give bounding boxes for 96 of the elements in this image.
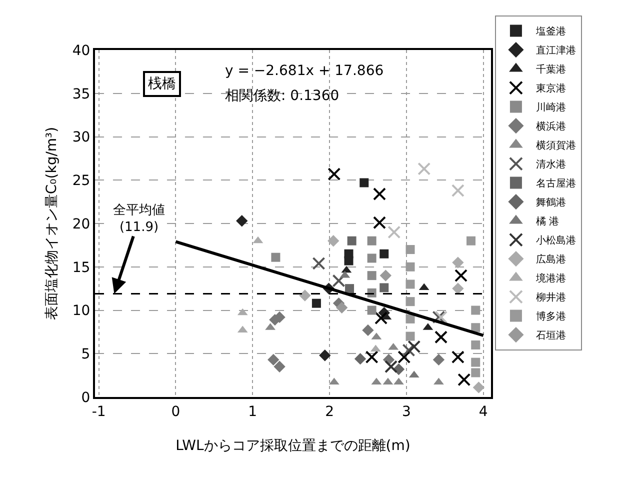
x-tick-label: 1	[248, 404, 258, 420]
point	[451, 350, 464, 364]
x-tick-label: 2	[325, 404, 334, 420]
point	[466, 236, 476, 246]
point	[471, 323, 480, 332]
y-tick-label: 40	[72, 42, 90, 59]
y-tick-label: 0	[81, 390, 90, 406]
legend-label: 清水港	[536, 158, 566, 171]
point	[408, 340, 421, 354]
point	[471, 358, 480, 367]
point	[367, 306, 376, 315]
legend-label: 博多港	[536, 310, 566, 323]
x-axis-title: LWLからコア採取位置までの距離(m)	[176, 438, 410, 454]
point	[312, 298, 321, 308]
point	[380, 283, 389, 292]
point	[398, 350, 411, 364]
legend-label: 広島港	[536, 254, 566, 266]
y-tick-label: 10	[72, 303, 90, 320]
point	[406, 332, 415, 341]
y-tick-label: 30	[72, 130, 90, 146]
legend-label: 横浜港	[536, 120, 566, 133]
point	[406, 262, 415, 272]
point	[373, 216, 386, 230]
x-tick-label: 4	[478, 404, 488, 420]
y-tick-label: 15	[72, 260, 90, 276]
point	[434, 330, 448, 344]
point	[347, 236, 356, 246]
point	[406, 314, 415, 324]
point	[367, 271, 376, 280]
y-tick-label: 5	[81, 346, 90, 363]
legend-label: 柳井港	[536, 292, 566, 304]
point	[362, 324, 374, 336]
point	[360, 178, 369, 188]
x-tick-label: 3	[402, 404, 411, 420]
point	[345, 284, 354, 294]
point	[384, 360, 398, 374]
point	[312, 256, 326, 270]
point	[354, 352, 366, 365]
point	[373, 188, 386, 201]
point	[452, 282, 464, 294]
point	[299, 290, 311, 302]
point	[458, 373, 471, 386]
point	[432, 310, 446, 324]
legend-label: 石垣港	[536, 330, 566, 342]
point	[380, 249, 389, 258]
point	[432, 354, 445, 366]
point	[471, 368, 480, 378]
point	[471, 340, 480, 350]
y-tick-label: 35	[72, 86, 90, 102]
legend-label: 名古屋港	[536, 178, 576, 190]
point	[402, 344, 416, 357]
legend-label: 横須賀港	[536, 140, 576, 152]
point	[406, 297, 415, 306]
y-tick-label: 25	[72, 173, 90, 190]
y-axis-title: 表面塩化物イオン量C₀(kg/m³)	[44, 126, 60, 320]
legend-label: 橘 港	[536, 216, 560, 228]
point	[451, 184, 464, 198]
point	[332, 274, 346, 288]
point	[365, 350, 378, 364]
point	[367, 254, 376, 263]
point	[344, 256, 354, 266]
point	[236, 215, 248, 227]
point	[328, 168, 341, 181]
point	[271, 252, 280, 262]
legend-label: 舞鶴港	[536, 196, 566, 209]
annotation: y = −2.681x + 17.866	[225, 63, 384, 79]
annotation: 全平均値 (11.9)	[113, 203, 165, 235]
legend-label: 直江津港	[536, 44, 576, 57]
point	[418, 162, 431, 176]
point	[471, 306, 480, 315]
point	[374, 312, 388, 325]
point	[367, 236, 376, 246]
point	[268, 354, 280, 366]
legend-label: 川崎港	[536, 102, 566, 114]
x-tick-label: -1	[92, 404, 106, 420]
legend-label: 境港港	[534, 272, 566, 285]
point	[328, 235, 340, 247]
point	[319, 350, 331, 362]
legend-label: 小松島港	[536, 234, 576, 247]
y-tick-label: 20	[72, 216, 90, 232]
legend-label: 塩釜港	[534, 26, 566, 38]
point	[452, 256, 464, 268]
annotation: 桟橋	[148, 76, 176, 92]
point	[336, 302, 348, 314]
legend-label: 東京港	[536, 82, 566, 95]
point	[406, 245, 415, 254]
point	[434, 310, 448, 324]
point	[380, 270, 392, 282]
point	[472, 382, 485, 394]
annotation: 相関係数: 0.1360	[225, 88, 340, 104]
point	[406, 280, 415, 289]
point	[454, 269, 468, 282]
point	[274, 360, 286, 372]
x-tick-label: 0	[171, 404, 180, 420]
legend-label: 千葉港	[536, 64, 566, 76]
point	[388, 226, 401, 239]
